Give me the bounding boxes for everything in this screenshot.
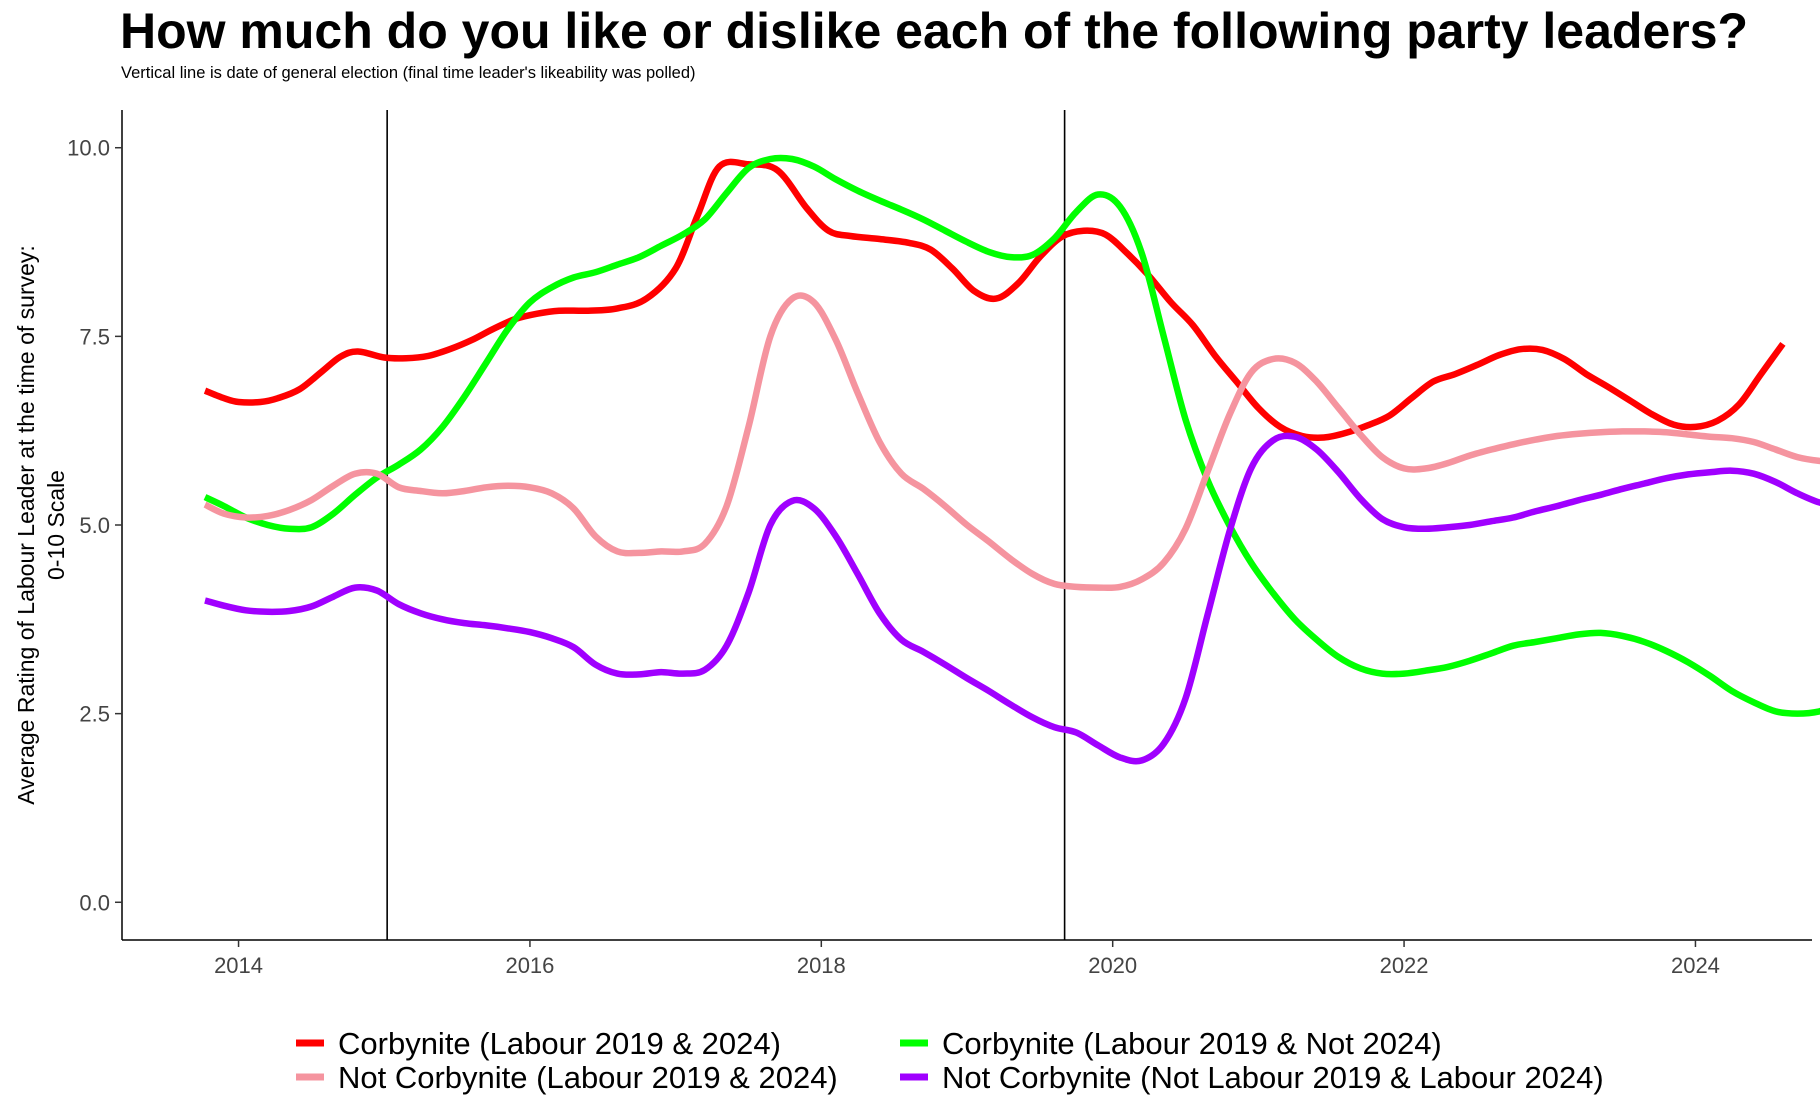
y-tick-label: 7.5 bbox=[79, 324, 110, 349]
legend-label: Not Corbynite (Labour 2019 & 2024) bbox=[338, 1060, 838, 1095]
legend-label: Corbynite (Labour 2019 & Not 2024) bbox=[942, 1026, 1442, 1061]
y-tick-label: 0.0 bbox=[79, 890, 110, 915]
y-tick-label: 2.5 bbox=[79, 702, 110, 727]
chart-title: How much do you like or dislike each of … bbox=[120, 3, 1749, 59]
y-axis-label-line-1: Average Rating of Labour Leader at the t… bbox=[13, 245, 39, 805]
legend-label: Not Corbynite (Not Labour 2019 & Labour … bbox=[942, 1060, 1604, 1095]
y-tick-label: 10.0 bbox=[67, 136, 110, 161]
legend: Corbynite (Labour 2019 & 2024)Not Corbyn… bbox=[296, 1026, 1604, 1095]
x-ticks: 2014 2016 2018 2020 2022 2024 bbox=[214, 940, 1720, 978]
x-tick-label: 2024 bbox=[1671, 953, 1720, 978]
x-tick-label: 2022 bbox=[1380, 953, 1429, 978]
series-line-corbynite-labour-2019-2024 bbox=[203, 158, 1786, 441]
series-line-not-corbynite-labour-2019-2024 bbox=[203, 292, 1820, 592]
y-axis-label: Average Rating of Labour Leader at the t… bbox=[13, 245, 69, 805]
x-tick-label: 2014 bbox=[214, 953, 263, 978]
chart-subtitle: Vertical line is date of general electio… bbox=[121, 64, 696, 82]
series-line-not-corbynite-not-labour-2019-labour-2024 bbox=[204, 432, 1820, 765]
x-tick-label: 2016 bbox=[505, 953, 554, 978]
legend-label: Corbynite (Labour 2019 & 2024) bbox=[338, 1026, 781, 1061]
series-lines bbox=[203, 154, 1820, 765]
election-vlines bbox=[386, 110, 1066, 940]
y-tick-label: 5.0 bbox=[79, 513, 110, 538]
x-tick-label: 2018 bbox=[797, 953, 846, 978]
series-line-corbynite-labour-2019-not-2024 bbox=[203, 154, 1820, 717]
x-tick-label: 2020 bbox=[1088, 953, 1137, 978]
y-ticks: 0.0 2.5 5.0 7.5 10.0 bbox=[67, 136, 122, 915]
y-axis-label-line-2: 0-10 Scale bbox=[43, 470, 69, 580]
